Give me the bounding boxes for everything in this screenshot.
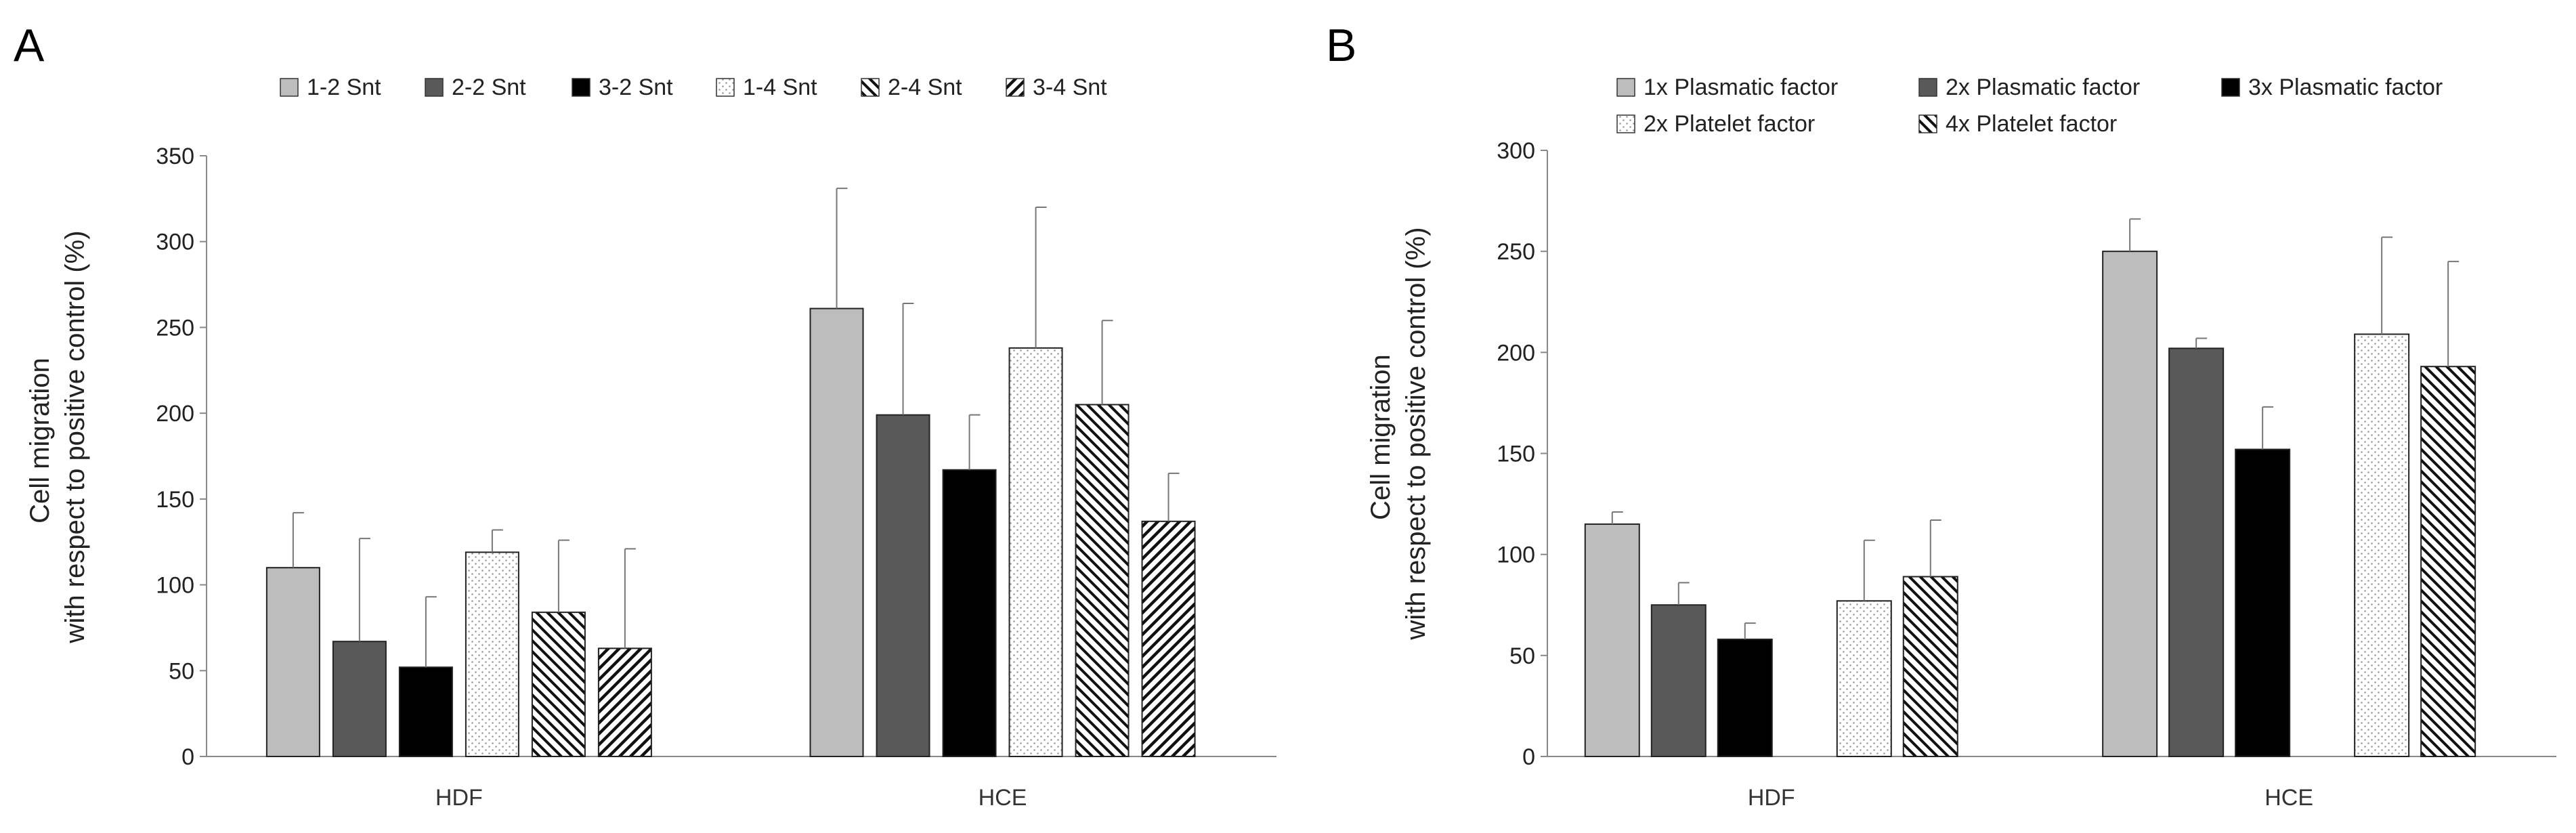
- panel-b-legend-swatch-2: [2221, 78, 2240, 97]
- panel-b-legend: 1x Plasmatic factor 2x Plasmatic factor …: [1616, 74, 2443, 137]
- panel-b-bar-hce-3: [2354, 333, 2410, 757]
- panel-b-bar-hdf-0: [1584, 523, 1640, 758]
- panel-b-bar-hdf-3: [1836, 600, 1892, 757]
- panel-b-legend-item-1: 2x Plasmatic factor: [1918, 74, 2140, 100]
- panel-b-y-tick-label-5: 250: [1497, 239, 1535, 265]
- panel-a-bar-hdf-0: [265, 567, 320, 757]
- panel-b-bar-hce-1: [2168, 347, 2225, 757]
- panel-a-legend-item-3: 1-4 Snt: [716, 74, 817, 100]
- panel-b-bar-hce-0: [2102, 251, 2158, 757]
- panel-b-legend-item-0: 1x Plasmatic factor: [1616, 74, 1838, 100]
- panel-b-y-tick-label-3: 150: [1497, 442, 1535, 467]
- panel-b-label: B: [1326, 20, 1356, 71]
- panel-a-bar-hce-3: [1008, 347, 1063, 757]
- panel-a-bar-hce-5: [1141, 520, 1196, 757]
- panel-b-y-tick-label-1: 50: [1509, 643, 1535, 669]
- panel-a-legend-label-3: 1-4 Snt: [743, 74, 817, 100]
- panel-a-bar-hce-4: [1075, 404, 1130, 757]
- panel-a-bar-hdf-4: [531, 612, 586, 757]
- panel-a-plot-area: 0 50 100 150 200 250 300 350 HDF HCE: [156, 144, 1276, 811]
- panel-b-y-axis-title-line-1: Cell migration: [1366, 354, 1396, 520]
- panel-a-legend-item-1: 2-2 Snt: [425, 74, 526, 100]
- panel-a-y-tick-label-6: 300: [156, 230, 194, 255]
- panel-a-bar-hdf-3: [465, 551, 519, 757]
- panel-a-legend-label-5: 3-4 Snt: [1033, 74, 1107, 100]
- panel-a: A 1-2 Snt 2-2 Snt 3-2 Snt 1-4 Snt 2-4 Sn…: [14, 20, 1276, 811]
- panel-a-legend-item-4: 2-4 Snt: [861, 74, 962, 100]
- panel-a-legend-swatch-5: [1006, 78, 1025, 97]
- panel-a-legend-label-0: 1-2 Snt: [307, 74, 381, 100]
- panel-a-legend-swatch-1: [425, 78, 444, 97]
- panel-a-x-tick-label-hce: HCE: [979, 785, 1027, 811]
- panel-a-legend-label-2: 3-2 Snt: [599, 74, 673, 100]
- panel-b-legend-swatch-3: [1616, 114, 1635, 133]
- panel-a-bar-hdf-5: [597, 647, 652, 758]
- panel-a-y-tick-label-3: 150: [156, 487, 194, 513]
- panel-b-bar-hdf-2: [1717, 638, 1773, 758]
- panel-a-y-axis-title: Cell migration with respect to positive …: [25, 230, 90, 643]
- panel-b-y-axis-title-line-2: with respect to positive control (%): [1401, 227, 1431, 640]
- panel-a-y-tick-label-0: 0: [181, 744, 194, 770]
- panel-a-legend-item-2: 3-2 Snt: [572, 74, 673, 100]
- panel-a-legend-swatch-2: [572, 78, 591, 97]
- panel-a-legend-label-4: 2-4 Snt: [888, 74, 962, 100]
- panel-b-y-axis-title: Cell migration with respect to positive …: [1366, 227, 1431, 640]
- panel-a-legend-swatch-4: [861, 78, 880, 97]
- panel-b-bar-hdf-1: [1650, 604, 1706, 757]
- panel-a-bar-hce-0: [809, 307, 864, 757]
- panel-a-legend-swatch-0: [280, 78, 299, 97]
- panel-a-y-axis-title-line-2: with respect to positive control (%): [60, 230, 90, 643]
- panel-b-bar-hce-2: [2235, 448, 2291, 757]
- panel-b: B 1x Plasmatic factor 2x Plasmatic facto…: [1326, 20, 2556, 811]
- panel-b-plot-area: 0 50 100 150 200 250 300 HDF HCE: [1497, 138, 2556, 811]
- panel-a-y-tick-label-5: 250: [156, 315, 194, 341]
- panel-b-legend-label-1: 2x Plasmatic factor: [1946, 74, 2140, 100]
- panel-b-legend-label-4: 4x Platelet factor: [1946, 111, 2117, 137]
- panel-b-legend-label-3: 2x Platelet factor: [1644, 111, 1815, 137]
- panel-b-legend-item-2: 3x Plasmatic factor: [2221, 74, 2443, 100]
- panel-a-legend: 1-2 Snt 2-2 Snt 3-2 Snt 1-4 Snt 2-4 Snt …: [280, 74, 1107, 100]
- panel-b-y-tick-label-0: 0: [1522, 744, 1535, 770]
- panel-a-bar-hdf-1: [332, 641, 387, 758]
- panel-a-legend-item-5: 3-4 Snt: [1006, 74, 1107, 100]
- panel-a-y-tick-label-4: 200: [156, 401, 194, 427]
- panel-b-y-tick-label-6: 300: [1497, 138, 1535, 164]
- panel-a-y-tick-label-1: 50: [169, 658, 194, 684]
- panel-b-legend-swatch-0: [1616, 78, 1635, 97]
- panel-b-legend-label-2: 3x Plasmatic factor: [2248, 74, 2443, 100]
- panel-b-x-tick-label-hdf: HDF: [1748, 785, 1795, 811]
- panel-b-y-tick-label-4: 200: [1497, 340, 1535, 366]
- panel-a-y-axis-title-line-1: Cell migration: [25, 358, 55, 524]
- panel-b-legend-item-4: 4x Platelet factor: [1918, 111, 2117, 137]
- panel-a-legend-label-1: 2-2 Snt: [452, 74, 526, 100]
- panel-a-y-tick-label-2: 100: [156, 573, 194, 599]
- panel-a-bar-hce-2: [942, 469, 997, 757]
- panel-a-x-tick-label-hdf: HDF: [435, 785, 483, 811]
- panel-b-legend-swatch-4: [1918, 114, 1937, 133]
- panel-b-bar-hdf-4: [1902, 576, 1958, 757]
- panel-b-x-tick-label-hce: HCE: [2264, 785, 2313, 811]
- panel-b-legend-item-3: 2x Platelet factor: [1616, 111, 1815, 137]
- panel-a-label: A: [14, 20, 45, 71]
- panel-b-bar-hce-4: [2420, 366, 2476, 757]
- panel-b-legend-label-0: 1x Plasmatic factor: [1644, 74, 1838, 100]
- panel-a-bar-hdf-2: [398, 666, 453, 758]
- panel-a-bar-hce-1: [876, 414, 930, 757]
- panel-a-legend-item-0: 1-2 Snt: [280, 74, 381, 100]
- panel-a-y-tick-label-7: 350: [156, 144, 194, 169]
- panel-b-y-tick-label-2: 100: [1497, 542, 1535, 568]
- panel-a-legend-swatch-3: [716, 78, 735, 97]
- panel-b-legend-swatch-1: [1918, 78, 1937, 97]
